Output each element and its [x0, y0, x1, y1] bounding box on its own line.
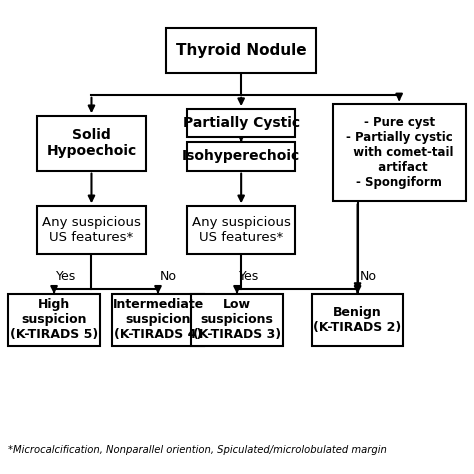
Text: Any suspicious
US features*: Any suspicious US features* — [191, 216, 291, 244]
FancyBboxPatch shape — [333, 104, 465, 201]
FancyBboxPatch shape — [112, 294, 204, 346]
Text: Thyroid Nodule: Thyroid Nodule — [176, 44, 307, 58]
Text: No: No — [160, 271, 177, 283]
Text: Isohyperechoic: Isohyperechoic — [182, 149, 301, 164]
FancyBboxPatch shape — [37, 206, 146, 254]
Text: Benign
(K-TIRADS 2): Benign (K-TIRADS 2) — [313, 306, 401, 334]
Text: Partially Cystic: Partially Cystic — [182, 116, 300, 130]
Text: Yes: Yes — [239, 271, 259, 283]
Text: Yes: Yes — [56, 271, 76, 283]
FancyBboxPatch shape — [9, 294, 100, 346]
Text: Low
suspicions
(K-TIRADS 3): Low suspicions (K-TIRADS 3) — [193, 299, 281, 341]
Text: High
suspicion
(K-TIRADS 5): High suspicion (K-TIRADS 5) — [10, 299, 98, 341]
Text: Intermediate
suspicion
(K-TIRADS 4): Intermediate suspicion (K-TIRADS 4) — [112, 299, 204, 341]
FancyBboxPatch shape — [37, 116, 146, 171]
FancyBboxPatch shape — [312, 294, 403, 346]
FancyBboxPatch shape — [191, 294, 283, 346]
FancyBboxPatch shape — [187, 206, 295, 254]
FancyBboxPatch shape — [166, 28, 316, 73]
Text: *Microcalcification, Nonparallel oriention, Spiculated/microlobulated margin: *Microcalcification, Nonparallel orienti… — [9, 445, 387, 455]
Text: Any suspicious
US features*: Any suspicious US features* — [42, 216, 141, 244]
FancyBboxPatch shape — [187, 142, 295, 171]
Text: No: No — [360, 271, 377, 283]
FancyBboxPatch shape — [187, 109, 295, 137]
Text: - Pure cyst
- Partially cystic
  with comet-tail
  artifact
- Spongiform: - Pure cyst - Partially cystic with come… — [345, 116, 454, 190]
Text: Solid
Hypoechoic: Solid Hypoechoic — [46, 128, 137, 158]
